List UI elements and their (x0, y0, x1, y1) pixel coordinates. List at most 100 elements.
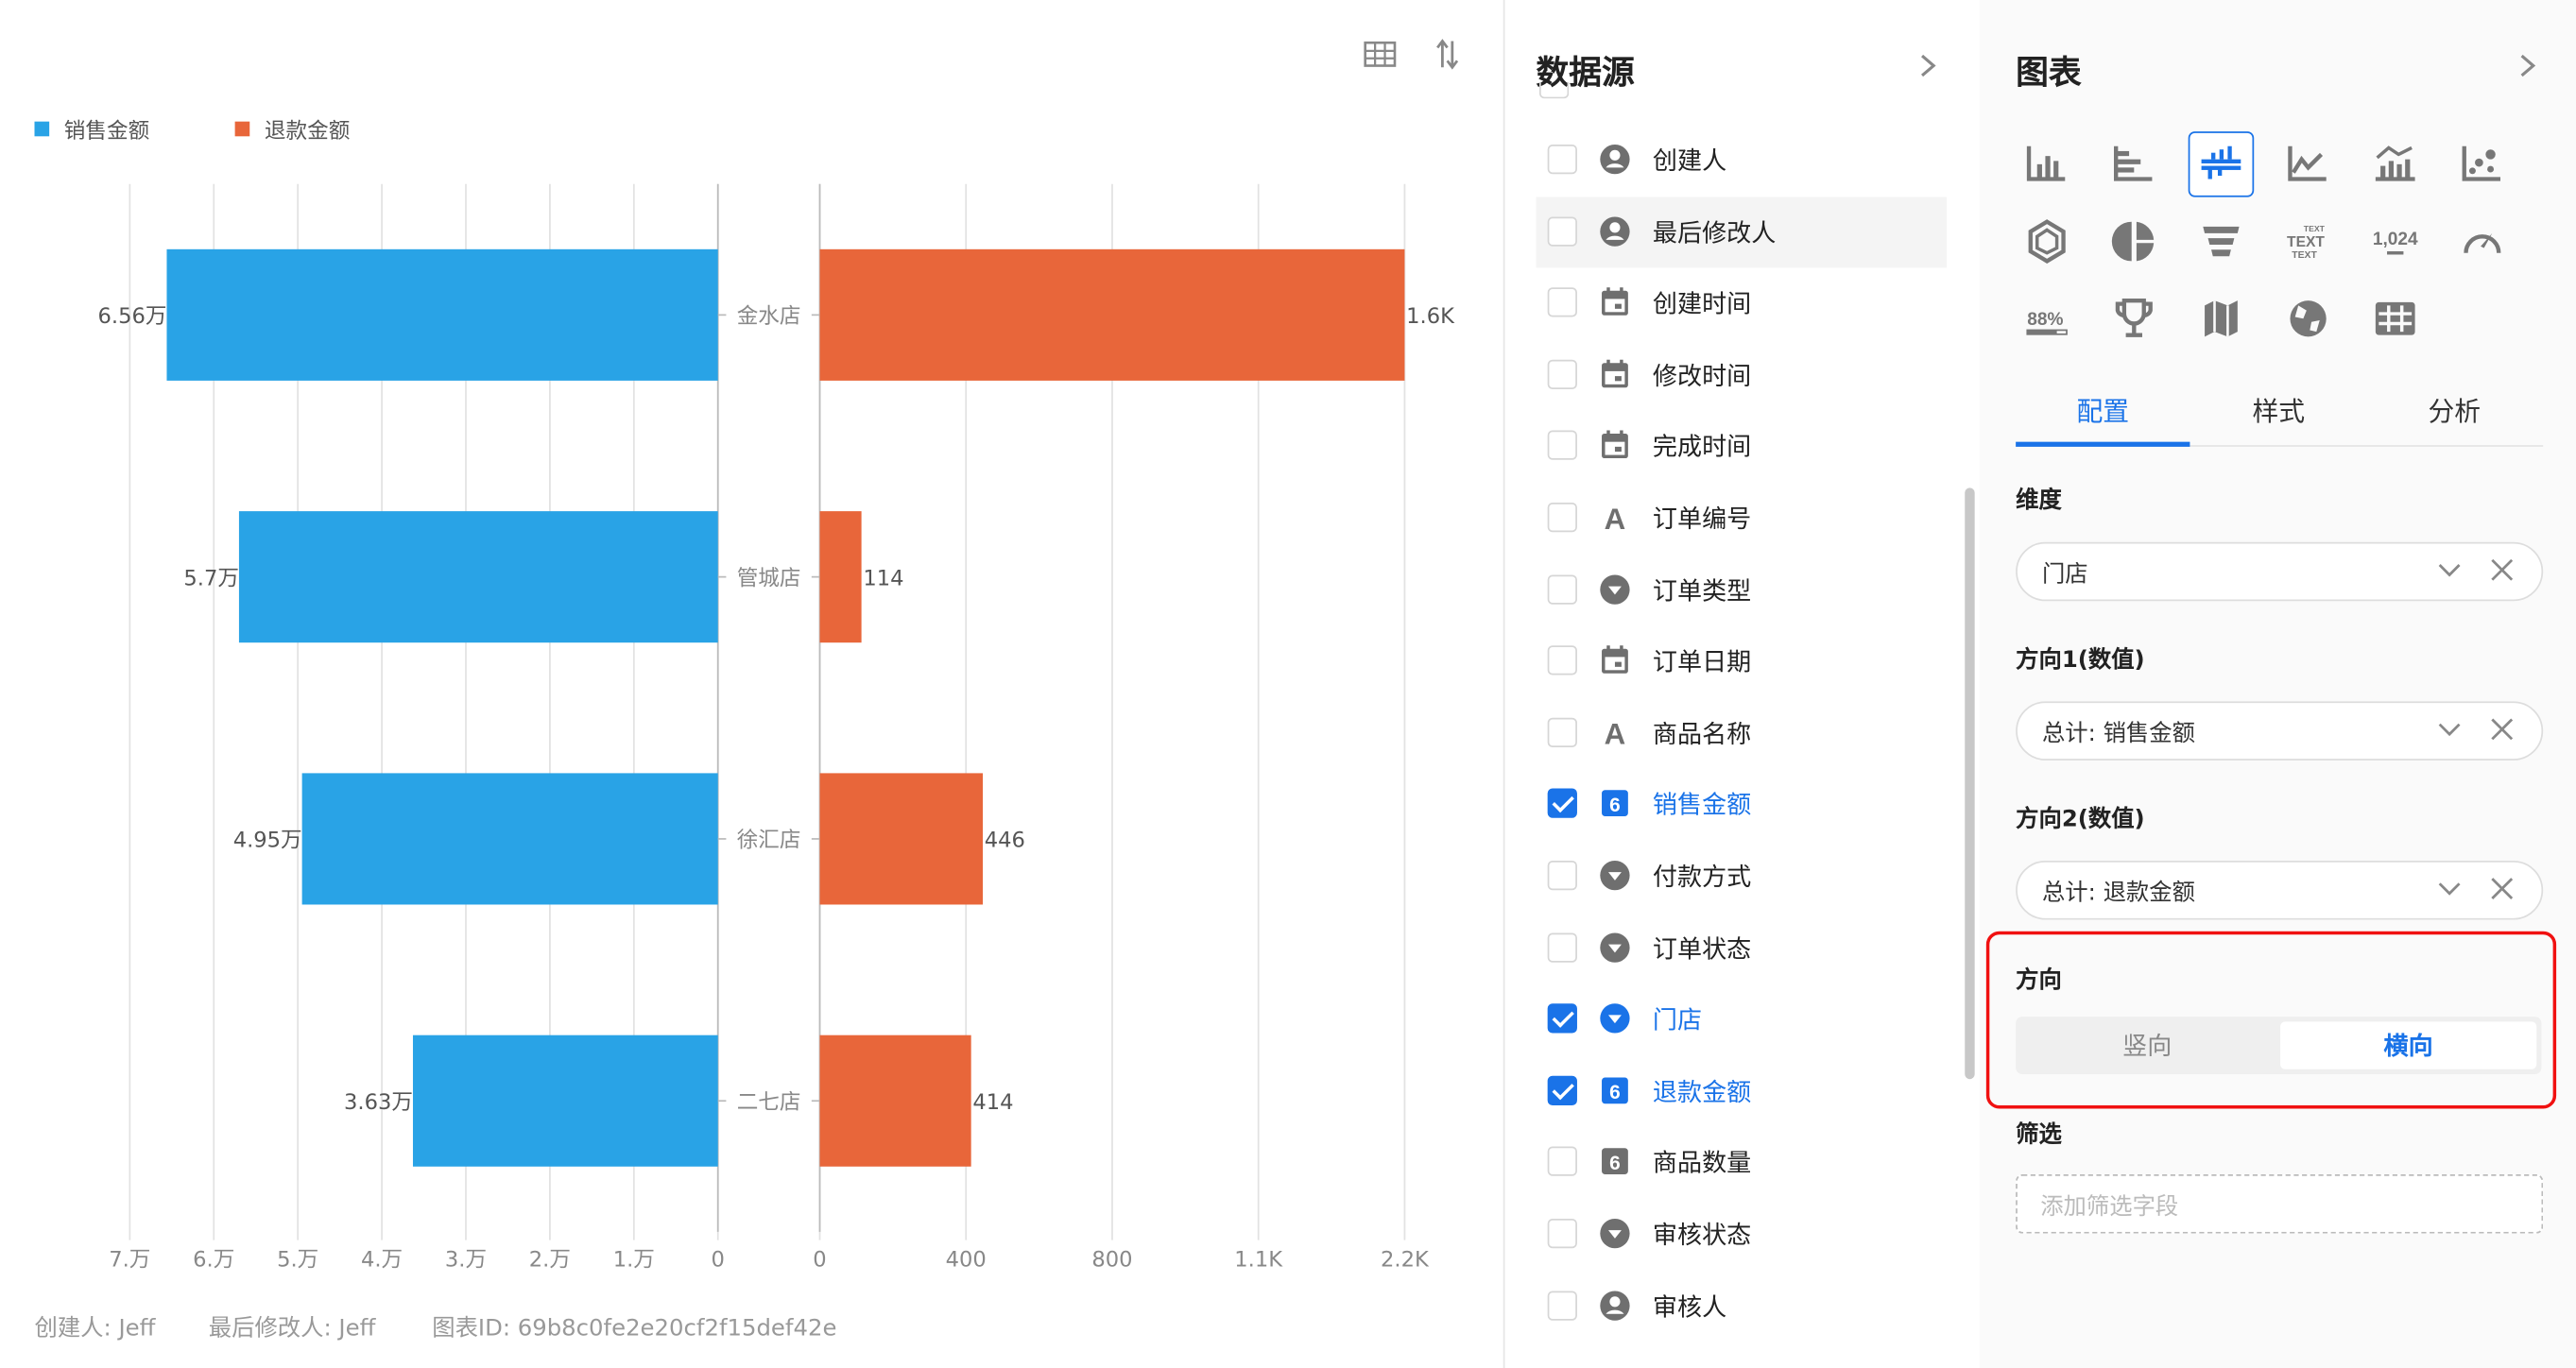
field-checkbox[interactable] (1547, 1075, 1577, 1105)
calendar-icon (1602, 359, 1628, 387)
bar-sales[interactable] (166, 248, 718, 381)
close-icon[interactable] (2489, 876, 2516, 902)
field-checkbox[interactable] (1547, 1003, 1577, 1034)
chart-type-funnel-icon[interactable] (2189, 209, 2255, 275)
field-item[interactable]: 6 退款金额 (1536, 1056, 1947, 1127)
field-item[interactable]: 门店 (1536, 984, 1947, 1055)
category-label: 二七店 (737, 1090, 801, 1115)
field-item[interactable]: 付款方式 (1536, 841, 1947, 912)
left-axis-tick-label: 6.万 (193, 1247, 234, 1272)
chart-type-horizontal-bar-icon[interactable] (2102, 131, 2168, 197)
bar-sales[interactable] (412, 1035, 718, 1167)
scrollbar[interactable] (1965, 487, 1975, 1080)
field-item[interactable]: 创建时间 (1536, 268, 1947, 339)
field-checkbox[interactable] (1547, 431, 1577, 461)
bar-refund[interactable] (819, 773, 984, 905)
bar-label-sales: 6.56万 (98, 304, 167, 329)
chart-type-table-icon[interactable] (2362, 285, 2429, 351)
chart-type-text-icon[interactable]: TEXT TEXT TEXT (2275, 209, 2342, 275)
measure1-label: 方向1(数值) (2016, 646, 2145, 674)
chart-type-radar-icon[interactable] (2014, 209, 2080, 275)
chart-type-gauge-icon[interactable] (2449, 209, 2516, 275)
chart-type-scatter-icon[interactable] (2449, 131, 2516, 197)
field-checkbox[interactable] (1547, 1218, 1577, 1249)
clipped-checkbox[interactable] (1538, 81, 1570, 99)
bar-sales[interactable] (301, 773, 718, 905)
measure1-value: 总计: 销售金额 (2041, 721, 2195, 748)
measure2-select[interactable]: 总计: 退款金额 (2016, 860, 2544, 920)
field-checkbox[interactable] (1547, 215, 1577, 247)
field-checkbox[interactable] (1547, 359, 1577, 389)
bar-refund[interactable] (819, 248, 1405, 381)
sort-arrows-icon[interactable] (1434, 38, 1461, 71)
right-axis-tick-label: 800 (1091, 1247, 1132, 1272)
table-icon[interactable] (1364, 41, 1397, 67)
field-checkbox[interactable] (1547, 860, 1577, 891)
chevron-right-icon[interactable] (2516, 53, 2536, 79)
chevron-down-icon[interactable] (2436, 716, 2463, 743)
field-item[interactable]: 6 商品数量 (1536, 1127, 1947, 1198)
category-label: 徐汇店 (737, 829, 801, 853)
chart-type-map-icon[interactable] (2189, 285, 2255, 351)
chart-type-line-icon[interactable] (2275, 131, 2342, 197)
chart-type-progress-icon[interactable]: 88% (2014, 285, 2080, 351)
field-item[interactable]: 订单状态 (1536, 913, 1947, 983)
field-item[interactable]: A 商品名称 (1536, 698, 1947, 769)
direction-vertical-option[interactable]: 竖向 (2122, 1031, 2172, 1062)
field-item[interactable]: 审核状态 (1536, 1199, 1947, 1270)
direction-horizontal-option[interactable]: 横向 (2280, 1021, 2537, 1069)
field-checkbox[interactable] (1547, 932, 1577, 963)
close-icon[interactable] (2489, 556, 2516, 583)
chart-type-pie-icon[interactable] (2102, 209, 2168, 275)
bar-sales[interactable] (238, 511, 718, 643)
filter-label: 筛选 (2016, 1121, 2062, 1149)
chevron-down-icon[interactable] (2436, 556, 2463, 583)
chevron-down-icon[interactable] (2436, 876, 2463, 902)
field-item[interactable]: 修改时间 (1536, 340, 1947, 411)
bar-refund[interactable] (819, 1035, 971, 1167)
field-item[interactable]: 创建人 (1536, 125, 1947, 196)
tab-analysis[interactable]: 分析 (2428, 395, 2482, 428)
measure1-select[interactable]: 总计: 销售金额 (2016, 701, 2544, 761)
left-axis-tick-label: 7.万 (109, 1247, 150, 1272)
person-icon (1600, 144, 1630, 175)
datasource-title: 数据源 (1536, 52, 1635, 93)
field-checkbox[interactable] (1547, 1290, 1577, 1321)
bar-label-refund: 1.6K (1406, 304, 1455, 329)
field-item[interactable]: 完成时间 (1536, 411, 1947, 482)
field-checkbox[interactable] (1547, 789, 1577, 819)
chart-type-bar-icon[interactable] (2014, 131, 2080, 197)
field-item[interactable]: 6 销售金额 (1536, 769, 1947, 840)
chevron-right-icon[interactable] (1917, 53, 1937, 79)
field-checkbox[interactable] (1547, 645, 1577, 675)
dropdown-icon (1600, 932, 1630, 963)
field-item[interactable]: 最后修改人 (1536, 196, 1948, 267)
field-item[interactable]: A 订单编号 (1536, 483, 1947, 554)
chart-type-ranking-icon[interactable] (2102, 285, 2168, 351)
field-checkbox[interactable] (1547, 144, 1577, 175)
field-checkbox[interactable] (1547, 502, 1577, 533)
tab-style[interactable]: 样式 (2252, 395, 2306, 428)
text-type-icon: A (1605, 503, 1626, 534)
bar-refund[interactable] (819, 511, 862, 643)
chart-type-number-icon[interactable]: 1,024 (2362, 209, 2429, 275)
close-icon[interactable] (2489, 716, 2516, 743)
filter-add-field[interactable]: 添加筛选字段 (2016, 1174, 2544, 1234)
field-checkbox[interactable] (1547, 1147, 1577, 1177)
field-item[interactable]: 审核人 (1536, 1271, 1947, 1342)
category-label: 管城店 (737, 566, 801, 590)
active-tab-indicator (2016, 441, 2190, 447)
highlight-box (1985, 931, 2557, 1109)
chart-type-bidirectional-bar-icon[interactable] (2188, 131, 2255, 197)
field-item[interactable]: 订单日期 (1536, 626, 1947, 697)
field-checkbox[interactable] (1547, 287, 1577, 317)
field-checkbox[interactable] (1547, 717, 1577, 747)
dimension-select[interactable]: 门店 (2016, 541, 2544, 602)
left-axis-tick-label: 1.万 (613, 1247, 655, 1272)
field-checkbox[interactable] (1547, 573, 1577, 605)
field-item[interactable]: 订单类型 (1536, 555, 1947, 625)
footer-chart-id: 图表ID: 69b8c0fe2e20cf2f15def42e (432, 1315, 837, 1342)
tab-config[interactable]: 配置 (2076, 395, 2130, 428)
chart-type-globe-icon[interactable] (2275, 285, 2342, 351)
chart-type-bar-line-icon[interactable] (2362, 131, 2429, 197)
